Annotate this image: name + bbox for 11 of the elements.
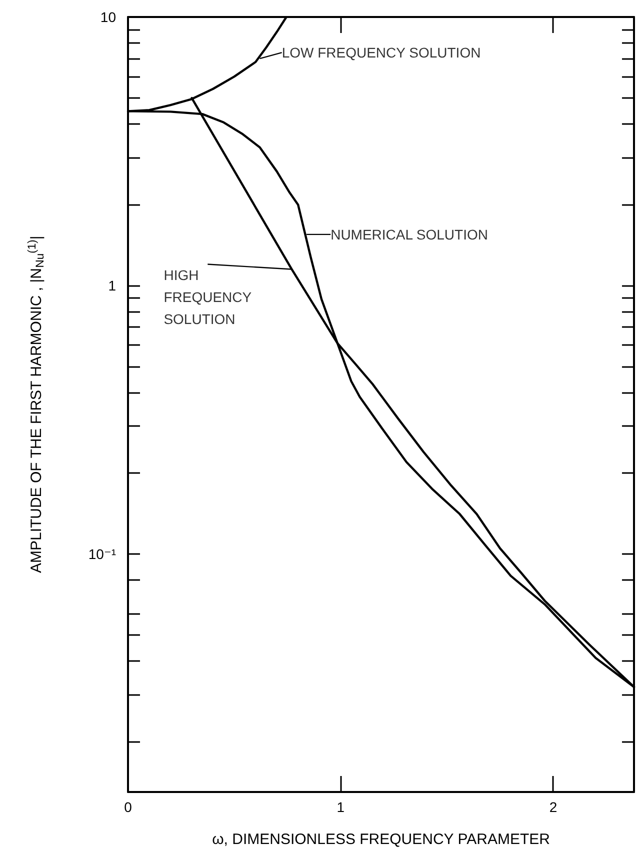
annotation: LOW FREQUENCY SOLUTION xyxy=(282,44,481,61)
x-axis-title: ω, DIMENSIONLESS FREQUENCY PARAMETER xyxy=(212,831,550,848)
y-tick-label: 10 xyxy=(100,9,116,25)
y-tick-label: 1 xyxy=(108,278,116,294)
x-tick-label: 2 xyxy=(549,799,558,815)
y-tick-label: 10⁻¹ xyxy=(88,546,116,562)
y-axis-title: AMPLITUDE OF THE FIRST HARMONIC , |NNu(1)| xyxy=(26,236,46,574)
annotation: HIGH FREQUENCY SOLUTION xyxy=(164,267,252,328)
annotation: NUMERICAL SOLUTION xyxy=(330,226,488,242)
x-tick-label: 0 xyxy=(124,799,132,815)
x-tick-label: 1 xyxy=(336,799,345,815)
